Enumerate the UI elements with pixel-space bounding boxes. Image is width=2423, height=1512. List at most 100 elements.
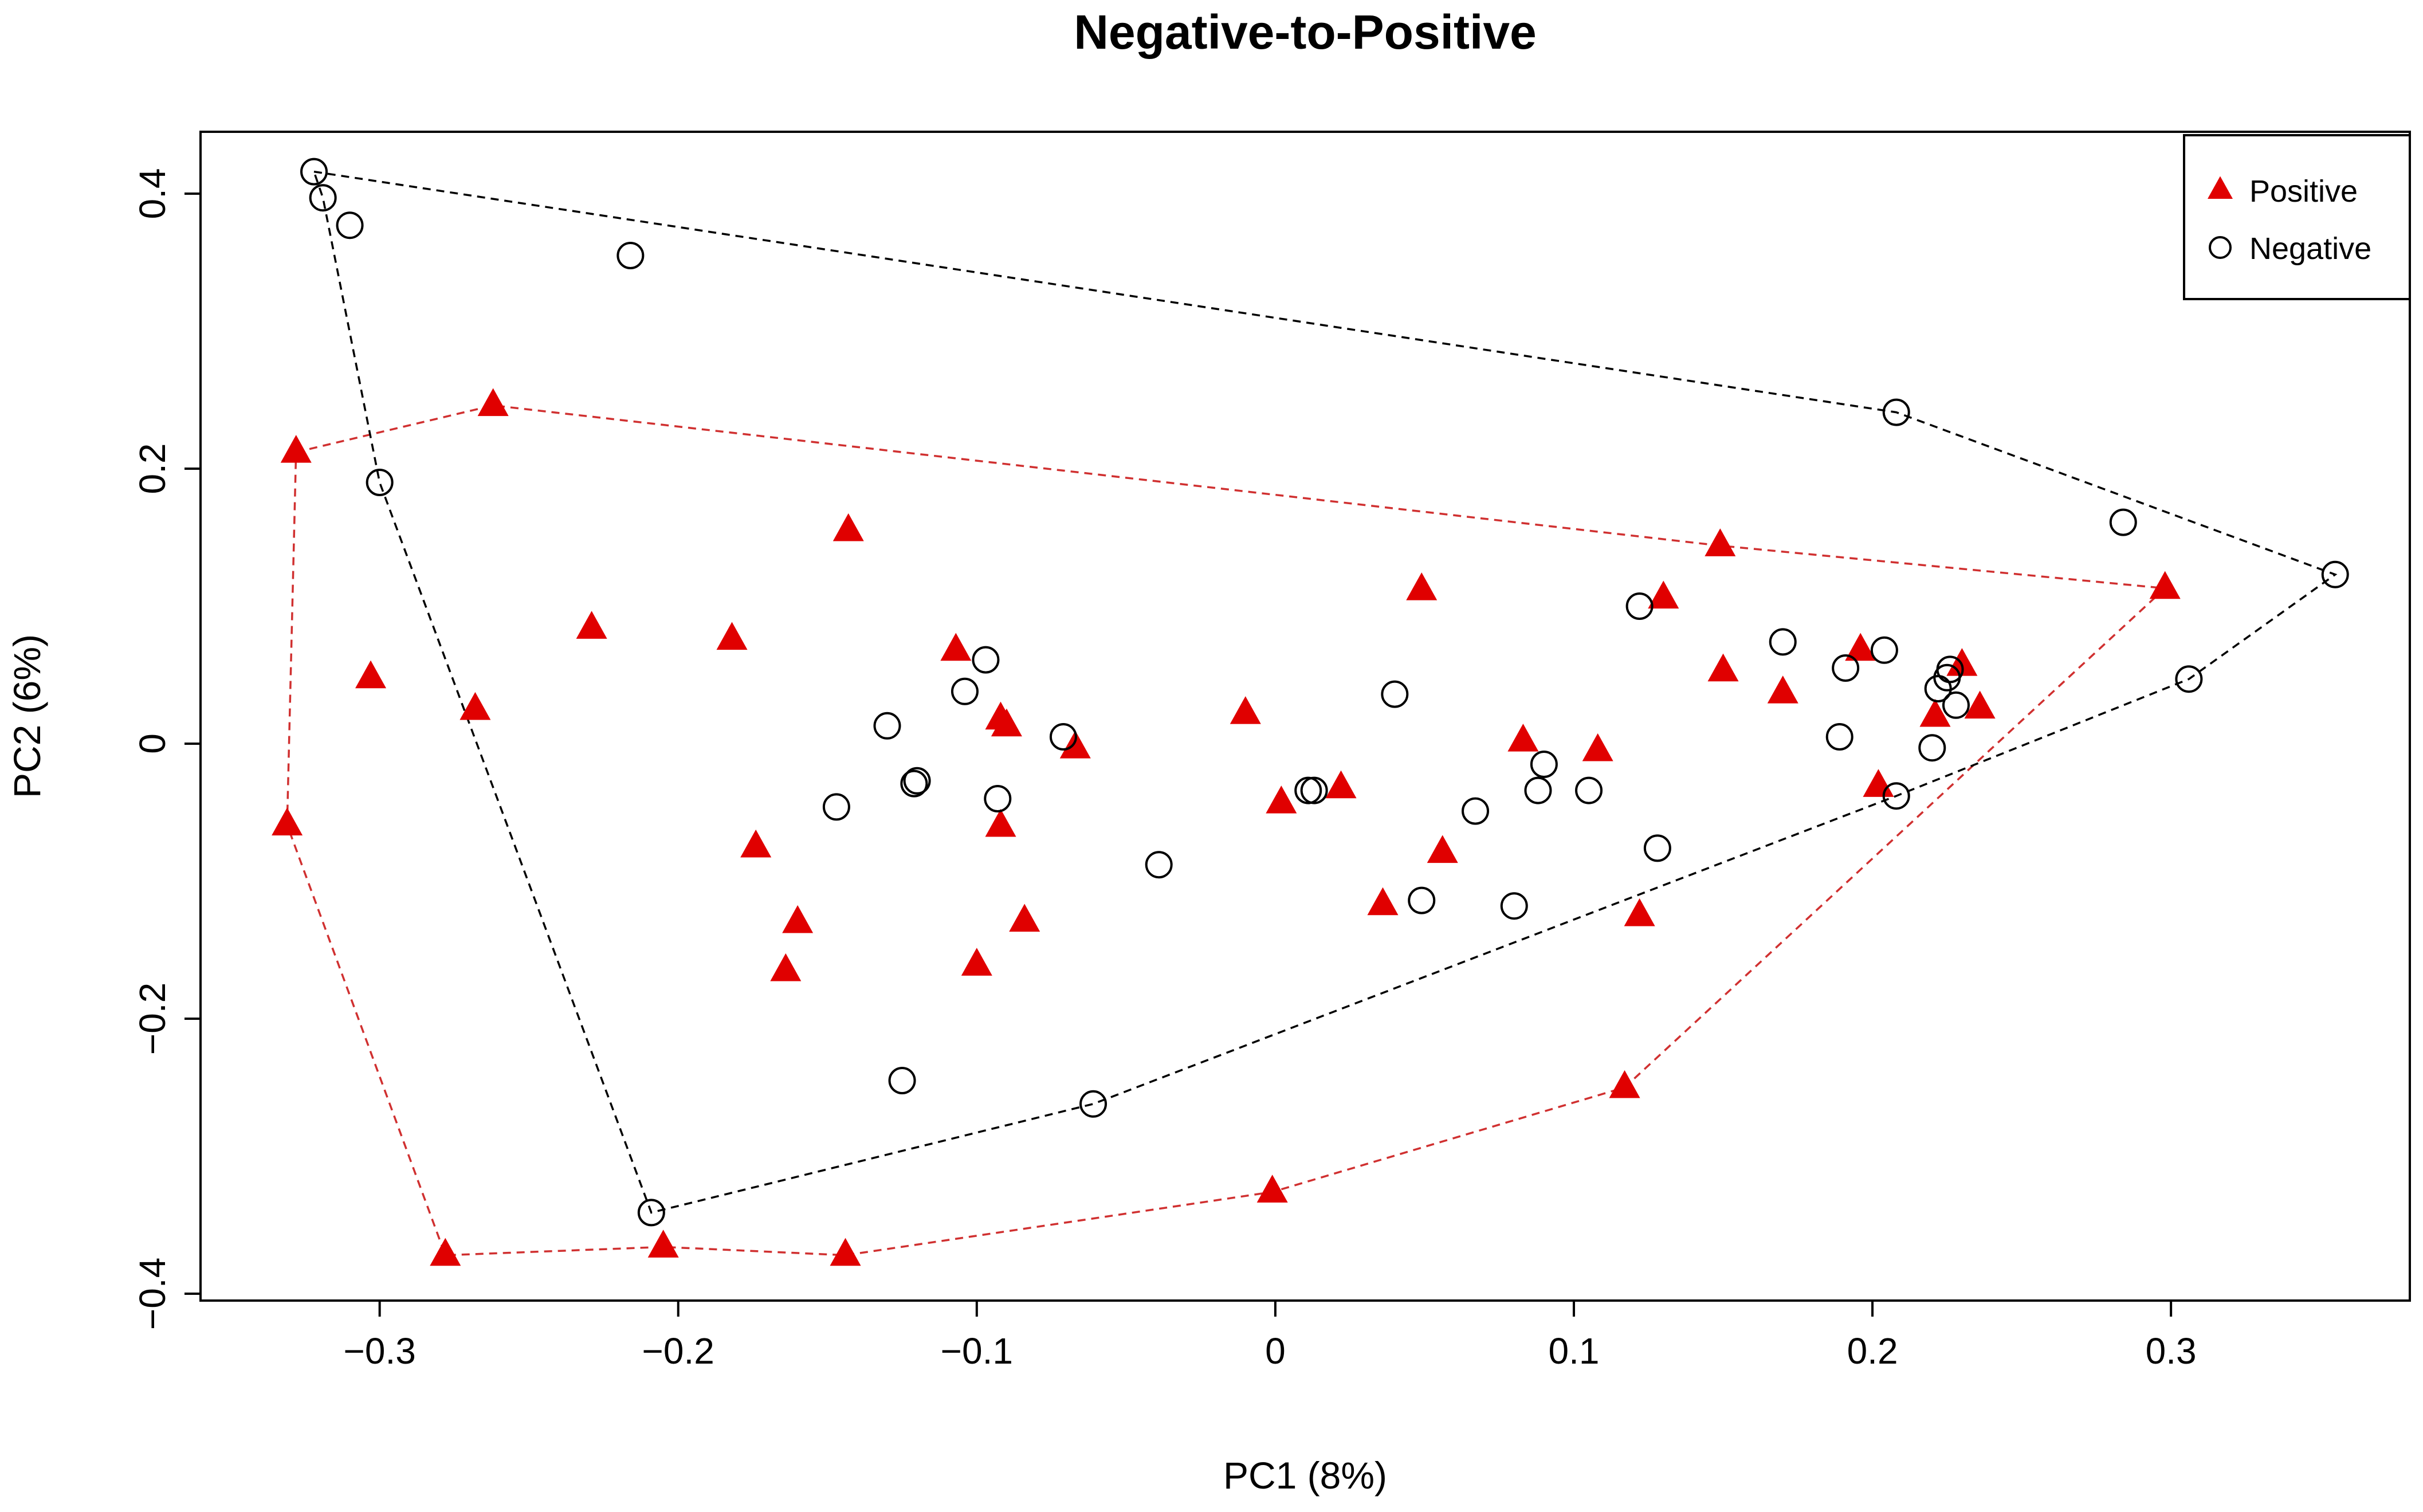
- negative-point: [873, 712, 901, 740]
- y-axis: −0.4 −0.2 0 0.2 0.4: [132, 168, 201, 1330]
- positive-point: [832, 513, 864, 541]
- negative-point: [1832, 654, 1860, 682]
- positive-point: [1256, 1175, 1288, 1203]
- positive-point: [1946, 648, 1978, 676]
- positive-point: [1919, 698, 1951, 727]
- positive-point: [355, 660, 387, 689]
- negative-point: [1462, 797, 1490, 825]
- negative-point: [2321, 560, 2349, 588]
- positive-point: [1964, 690, 1996, 719]
- positive-point: [1767, 676, 1798, 704]
- positive-point: [961, 948, 992, 976]
- x-tick-label: −0.1: [941, 1330, 1013, 1372]
- positive-point: [1325, 770, 1357, 799]
- positive-point: [1582, 733, 1613, 761]
- negative-point: [1882, 398, 1910, 426]
- negative-point: [366, 469, 394, 496]
- positive-point: [1009, 904, 1040, 932]
- y-tick-label: 0.2: [132, 443, 173, 494]
- negative-point: [2175, 665, 2203, 693]
- negative-point: [2109, 508, 2137, 536]
- y-tick-label: −0.4: [132, 1258, 173, 1330]
- positive-point: [782, 905, 814, 933]
- negative-point: [1524, 776, 1552, 804]
- negative-hull-line: [313, 170, 2338, 1214]
- positive-point: [1059, 731, 1091, 759]
- negative-point: [984, 785, 1012, 812]
- negative-point: [1625, 592, 1654, 620]
- x-tick-label: −0.2: [642, 1330, 714, 1372]
- positive-point: [1230, 696, 1261, 724]
- x-axis-label: PC1 (8%): [1223, 1454, 1387, 1497]
- negative-point: [1918, 734, 1946, 762]
- positive-point: [1367, 887, 1399, 916]
- positive-point: [1705, 528, 1736, 556]
- negative-point: [1530, 751, 1558, 778]
- positive-point: [940, 633, 972, 661]
- negative-point: [903, 767, 931, 795]
- positive-point: [1507, 724, 1539, 752]
- positive-points: [272, 388, 2181, 1266]
- positive-point: [985, 808, 1016, 837]
- negative-point: [1079, 1090, 1108, 1118]
- x-axis: −0.3 −0.2 −0.1 0 0.1 0.2 0.3: [343, 1299, 2197, 1372]
- negative-point: [1882, 782, 1910, 810]
- negative-point: [309, 184, 337, 212]
- legend-positive-marker: [2208, 176, 2233, 199]
- negative-point: [1300, 776, 1328, 804]
- negative-point: [1294, 776, 1322, 804]
- positive-point: [2149, 571, 2181, 599]
- negative-point: [1870, 636, 1898, 664]
- negative-point: [1575, 776, 1603, 804]
- positive-point: [477, 388, 509, 417]
- negative-point: [300, 158, 328, 186]
- positive-point: [576, 611, 607, 639]
- negative-point: [900, 769, 928, 798]
- legend: Positive Negative: [2183, 134, 2411, 300]
- positive-point: [1624, 898, 1655, 926]
- negative-points: [300, 158, 2349, 1227]
- x-tick-label: 0.1: [1548, 1330, 1599, 1372]
- y-tick-label: 0: [132, 733, 173, 754]
- legend-negative-marker: [2209, 236, 2232, 259]
- negative-point: [1049, 723, 1077, 751]
- negative-point: [951, 677, 979, 705]
- negative-point: [1942, 691, 1970, 719]
- negative-point: [637, 1199, 665, 1227]
- negative-point: [1145, 851, 1173, 879]
- x-tick-label: 0.2: [1847, 1330, 1898, 1372]
- positive-point: [1845, 633, 1876, 661]
- positive-point: [1609, 1070, 1640, 1098]
- negative-point: [1408, 886, 1436, 914]
- positive-point: [1427, 835, 1458, 863]
- legend-box: [2183, 134, 2411, 300]
- positive-point: [770, 953, 802, 981]
- positive-point: [460, 692, 491, 720]
- chart-title: Negative-to-Positive: [1074, 5, 1537, 59]
- x-tick-label: 0.3: [2146, 1330, 2197, 1372]
- positive-point: [647, 1230, 679, 1258]
- positive-point: [430, 1238, 461, 1266]
- positive-point: [991, 708, 1022, 737]
- legend-negative-label: Negative: [2249, 231, 2371, 266]
- positive-point: [716, 622, 748, 650]
- y-axis-label: PC2 (6%): [6, 634, 48, 798]
- negative-point: [1381, 680, 1409, 708]
- negative-point: [1500, 892, 1528, 920]
- negative-series: [313, 170, 2338, 1214]
- negative-point: [1769, 628, 1797, 656]
- x-tick-label: 0: [1265, 1330, 1286, 1372]
- negative-point: [972, 646, 1000, 674]
- positive-point: [280, 435, 312, 463]
- positive-point: [1707, 653, 1739, 682]
- positive-point: [1406, 572, 1438, 600]
- negative-point: [1825, 723, 1853, 751]
- legend-positive-label: Positive: [2249, 174, 2358, 209]
- x-tick-label: −0.3: [343, 1330, 415, 1372]
- y-tick-label: −0.2: [132, 983, 173, 1055]
- negative-point: [888, 1067, 916, 1094]
- positive-point: [1266, 786, 1297, 814]
- positive-point: [740, 829, 772, 858]
